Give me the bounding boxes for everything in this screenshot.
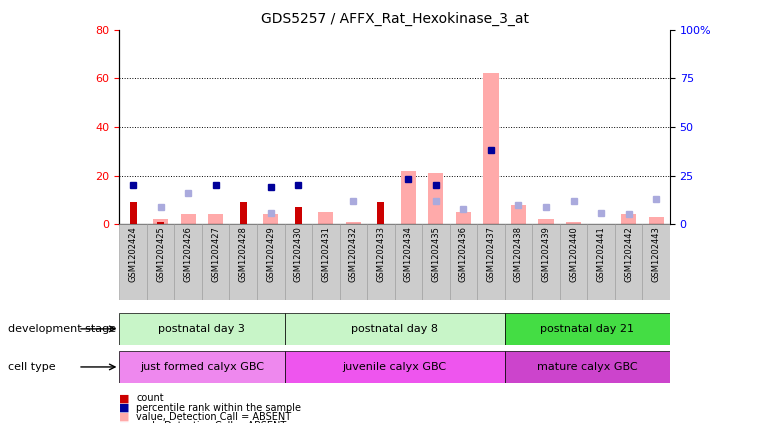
Bar	[588, 224, 614, 300]
Bar	[642, 224, 670, 300]
Bar	[614, 224, 642, 300]
Bar	[428, 173, 444, 224]
Bar	[401, 171, 416, 224]
Title: GDS5257 / AFFX_Rat_Hexokinase_3_at: GDS5257 / AFFX_Rat_Hexokinase_3_at	[260, 12, 529, 26]
Bar	[505, 313, 670, 345]
Text: GSM1202438: GSM1202438	[514, 226, 523, 283]
Bar	[174, 224, 202, 300]
Bar	[285, 313, 505, 345]
Bar	[202, 224, 229, 300]
Text: juvenile calyx GBC: juvenile calyx GBC	[343, 362, 447, 372]
Bar	[340, 224, 367, 300]
Bar	[566, 222, 581, 224]
Text: GSM1202433: GSM1202433	[377, 226, 385, 283]
Bar	[318, 212, 333, 224]
Bar	[119, 224, 147, 300]
Bar	[119, 351, 285, 383]
Bar	[346, 222, 361, 224]
Bar	[394, 224, 422, 300]
Bar	[285, 351, 505, 383]
Text: development stage: development stage	[8, 324, 115, 334]
Text: count: count	[136, 393, 164, 404]
Bar	[477, 224, 505, 300]
Text: ■: ■	[119, 412, 130, 422]
Text: GSM1202432: GSM1202432	[349, 226, 358, 282]
Text: postnatal day 3: postnatal day 3	[159, 324, 246, 334]
Bar	[505, 351, 670, 383]
Text: GSM1202424: GSM1202424	[129, 226, 138, 282]
Text: value, Detection Call = ABSENT: value, Detection Call = ABSENT	[136, 412, 291, 422]
Bar	[147, 224, 174, 300]
Bar	[422, 224, 450, 300]
Bar	[532, 224, 560, 300]
Bar	[181, 214, 196, 224]
Text: GSM1202439: GSM1202439	[541, 226, 551, 282]
Text: GSM1202440: GSM1202440	[569, 226, 578, 282]
Bar	[538, 220, 554, 224]
Bar	[484, 73, 498, 224]
Text: GSM1202429: GSM1202429	[266, 226, 275, 282]
Bar	[295, 207, 302, 224]
Bar	[367, 224, 394, 300]
Bar	[285, 224, 312, 300]
Text: GSM1202431: GSM1202431	[321, 226, 330, 282]
Bar	[648, 217, 664, 224]
Text: mature calyx GBC: mature calyx GBC	[537, 362, 638, 372]
Bar	[157, 222, 164, 224]
Text: GSM1202427: GSM1202427	[211, 226, 220, 282]
Text: rank, Detection Call = ABSENT: rank, Detection Call = ABSENT	[136, 421, 286, 423]
Bar	[239, 202, 246, 224]
Text: cell type: cell type	[8, 362, 55, 372]
Text: GSM1202426: GSM1202426	[184, 226, 192, 282]
Bar	[257, 224, 284, 300]
Bar	[312, 224, 340, 300]
Text: ■: ■	[119, 403, 130, 413]
Text: GSM1202435: GSM1202435	[431, 226, 440, 282]
Bar	[263, 214, 278, 224]
Bar	[450, 224, 477, 300]
Text: GSM1202437: GSM1202437	[487, 226, 495, 283]
Bar	[511, 205, 526, 224]
Bar	[129, 202, 136, 224]
Bar	[456, 212, 471, 224]
Text: GSM1202430: GSM1202430	[294, 226, 303, 282]
Bar	[621, 214, 636, 224]
Text: postnatal day 8: postnatal day 8	[351, 324, 438, 334]
Text: GSM1202428: GSM1202428	[239, 226, 248, 282]
Text: GSM1202436: GSM1202436	[459, 226, 468, 283]
Text: GSM1202443: GSM1202443	[651, 226, 661, 282]
Bar	[377, 202, 384, 224]
Text: GSM1202442: GSM1202442	[624, 226, 633, 282]
Bar	[119, 313, 285, 345]
Bar	[229, 224, 257, 300]
Text: percentile rank within the sample: percentile rank within the sample	[136, 403, 301, 413]
Bar	[208, 214, 223, 224]
Bar	[153, 220, 168, 224]
Text: just formed calyx GBC: just formed calyx GBC	[140, 362, 264, 372]
Text: ■: ■	[119, 393, 130, 404]
Bar	[505, 224, 532, 300]
Bar	[560, 224, 588, 300]
Text: GSM1202441: GSM1202441	[597, 226, 605, 282]
Text: GSM1202434: GSM1202434	[404, 226, 413, 282]
Text: postnatal day 21: postnatal day 21	[541, 324, 634, 334]
Text: ■: ■	[119, 421, 130, 423]
Text: GSM1202425: GSM1202425	[156, 226, 165, 282]
